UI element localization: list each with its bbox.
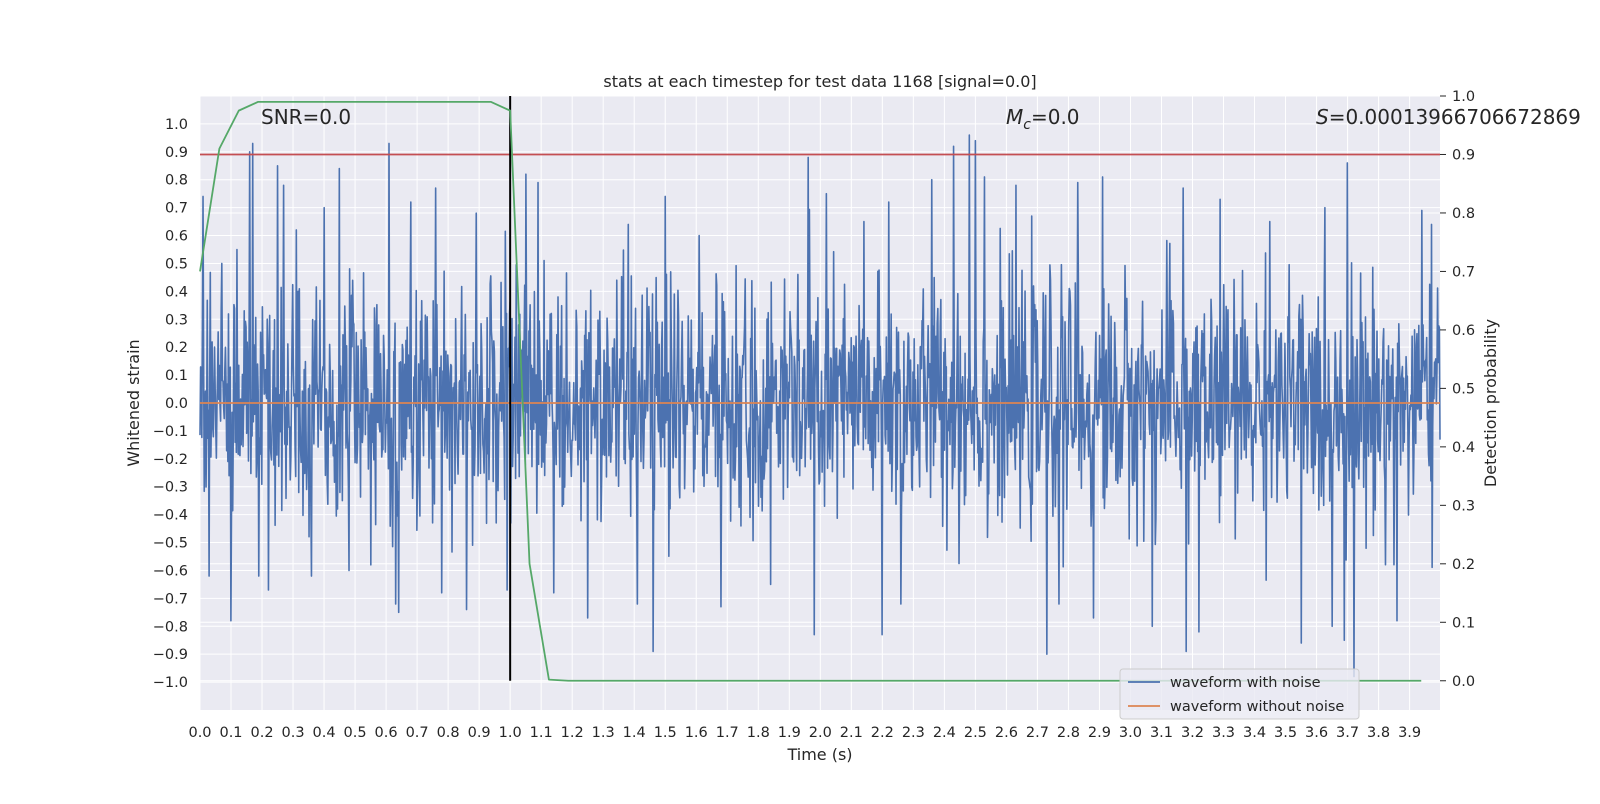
x-tick-label: 3.9 xyxy=(1398,725,1421,741)
x-tick-label: 3.3 xyxy=(1212,725,1235,741)
y2-tick-label: 0.6 xyxy=(1452,323,1475,339)
series-detection-probability xyxy=(199,100,1422,682)
y2-tick-label: 0.0 xyxy=(1452,674,1475,690)
legend-label-clean: waveform without noise xyxy=(1170,699,1344,715)
x-tick-label: 1.7 xyxy=(716,725,739,741)
x-tick-label: 3.5 xyxy=(1274,725,1297,741)
chirp-mass-subscript: c xyxy=(1023,117,1031,133)
x-tick-label: 1.6 xyxy=(685,725,708,741)
x-tick-label: 2.4 xyxy=(933,725,956,741)
y-tick-label: −0.6 xyxy=(153,563,188,579)
y2-tick-label: 0.8 xyxy=(1452,206,1475,222)
y-tick-label: 0.8 xyxy=(165,173,188,189)
y-tick-label: 0.6 xyxy=(165,229,188,245)
x-tick-label: 2.5 xyxy=(964,725,987,741)
x-tick-label: 1.1 xyxy=(530,725,553,741)
x-tick-label: 2.9 xyxy=(1088,725,1111,741)
y2-tick-label: 0.1 xyxy=(1452,615,1475,631)
x-axis-label: Time (s) xyxy=(786,745,852,764)
x-tick-label: 0.2 xyxy=(250,725,273,741)
y-tick-label: 0.9 xyxy=(165,145,188,161)
y2-tick-label: 1.0 xyxy=(1452,89,1475,105)
x-tick-label: 3.7 xyxy=(1336,725,1359,741)
x-tick-label: 0.3 xyxy=(282,725,305,741)
y-tick-label: 0.5 xyxy=(165,256,188,272)
y-tick-label: −0.5 xyxy=(153,536,188,552)
x-tick-label: 2.1 xyxy=(840,725,863,741)
y2-tick-label: 0.3 xyxy=(1452,498,1475,514)
x-tick-label: 3.1 xyxy=(1150,725,1173,741)
x-tick-label: 3.2 xyxy=(1181,725,1204,741)
y-tick-label: 0.3 xyxy=(165,312,188,328)
x-tick-label: 2.3 xyxy=(902,725,925,741)
x-tick-label: 3.4 xyxy=(1243,725,1266,741)
y-tick-label: −0.1 xyxy=(153,424,188,440)
x-tick-label: 0.9 xyxy=(468,725,491,741)
x-tick-label: 1.0 xyxy=(499,725,522,741)
y-tick-label: 1.0 xyxy=(165,117,188,133)
x-tick-label: 3.8 xyxy=(1367,725,1390,741)
x-tick-label: 1.2 xyxy=(561,725,584,741)
x-tick-label: 1.5 xyxy=(654,725,677,741)
y-tick-label: 0.2 xyxy=(165,340,188,356)
x-tick-label: 0.6 xyxy=(375,725,398,741)
snr-annotation: SNR=0.0 xyxy=(261,105,351,129)
y-tick-label: −0.9 xyxy=(153,647,188,663)
chart-title: stats at each timestep for test data 116… xyxy=(603,72,1036,91)
x-tick-label: 1.4 xyxy=(623,725,646,741)
statistic-annotation: S=0.00013966706672869 xyxy=(1316,105,1581,129)
x-tick-label: 1.9 xyxy=(778,725,801,741)
x-tick-label: 0.0 xyxy=(188,725,211,741)
x-tick-label: 2.8 xyxy=(1057,725,1080,741)
x-tick-label: 0.4 xyxy=(313,725,336,741)
y2-tick-label: 0.7 xyxy=(1452,264,1475,280)
x-tick-label: 2.2 xyxy=(871,725,894,741)
y-tick-label: 0.7 xyxy=(165,201,188,217)
legend-label-noisy: waveform with noise xyxy=(1170,675,1321,691)
legend: waveform with noise waveform without noi… xyxy=(1119,668,1360,720)
x-tick-label: 2.6 xyxy=(995,725,1018,741)
y-tick-label: 0.0 xyxy=(165,396,188,412)
series-waveform-with-noise xyxy=(199,134,1441,678)
x-tick-label: 0.7 xyxy=(406,725,429,741)
chirp-mass-annotation: Mc=0.0 xyxy=(1006,105,1080,133)
y-tick-label: 0.1 xyxy=(165,368,188,384)
x-tick-label: 2.0 xyxy=(809,725,832,741)
y-tick-label: −0.4 xyxy=(153,508,188,524)
y-tick-label: 0.4 xyxy=(165,284,188,300)
x-tick-label: 3.6 xyxy=(1305,725,1328,741)
y-axis-label: Whitened strain xyxy=(124,339,143,466)
x-tick-label: 1.3 xyxy=(592,725,615,741)
x-tick-label: 0.1 xyxy=(219,725,242,741)
y2-tick-label: 0.4 xyxy=(1452,440,1475,456)
y-tick-label: −1.0 xyxy=(153,675,188,691)
data-layer xyxy=(199,96,1441,682)
y2-tick-label: 0.9 xyxy=(1452,147,1475,163)
x-tick-label: 1.8 xyxy=(747,725,770,741)
legend-frame xyxy=(1119,668,1360,720)
y2-axis-label: Detection probability xyxy=(1481,319,1500,487)
y-tick-label: −0.7 xyxy=(153,591,188,607)
tick-labels: 0.0 0.1 0.2 0.3 0.4 0.5 0.6 0.7 0.8 0.9 1.0 1.1 1.2 1… xyxy=(153,89,1475,741)
statistic-value: =0.00013966706672869 xyxy=(1329,105,1581,129)
x-tick-label: 0.8 xyxy=(437,725,460,741)
y-tick-label: −0.3 xyxy=(153,480,188,496)
statistic-symbol: S xyxy=(1316,105,1329,129)
y-tick-label: −0.2 xyxy=(153,452,188,468)
y-tick-label: −0.8 xyxy=(153,619,188,635)
chirp-mass-value: =0.0 xyxy=(1031,105,1080,129)
x-tick-label: 3.0 xyxy=(1119,725,1142,741)
chirp-mass-symbol: M xyxy=(1006,105,1023,129)
x-tick-label: 2.7 xyxy=(1026,725,1049,741)
y2-tick-label: 0.2 xyxy=(1452,557,1475,573)
y2-tick-label: 0.5 xyxy=(1452,381,1475,397)
x-tick-label: 0.5 xyxy=(344,725,367,741)
